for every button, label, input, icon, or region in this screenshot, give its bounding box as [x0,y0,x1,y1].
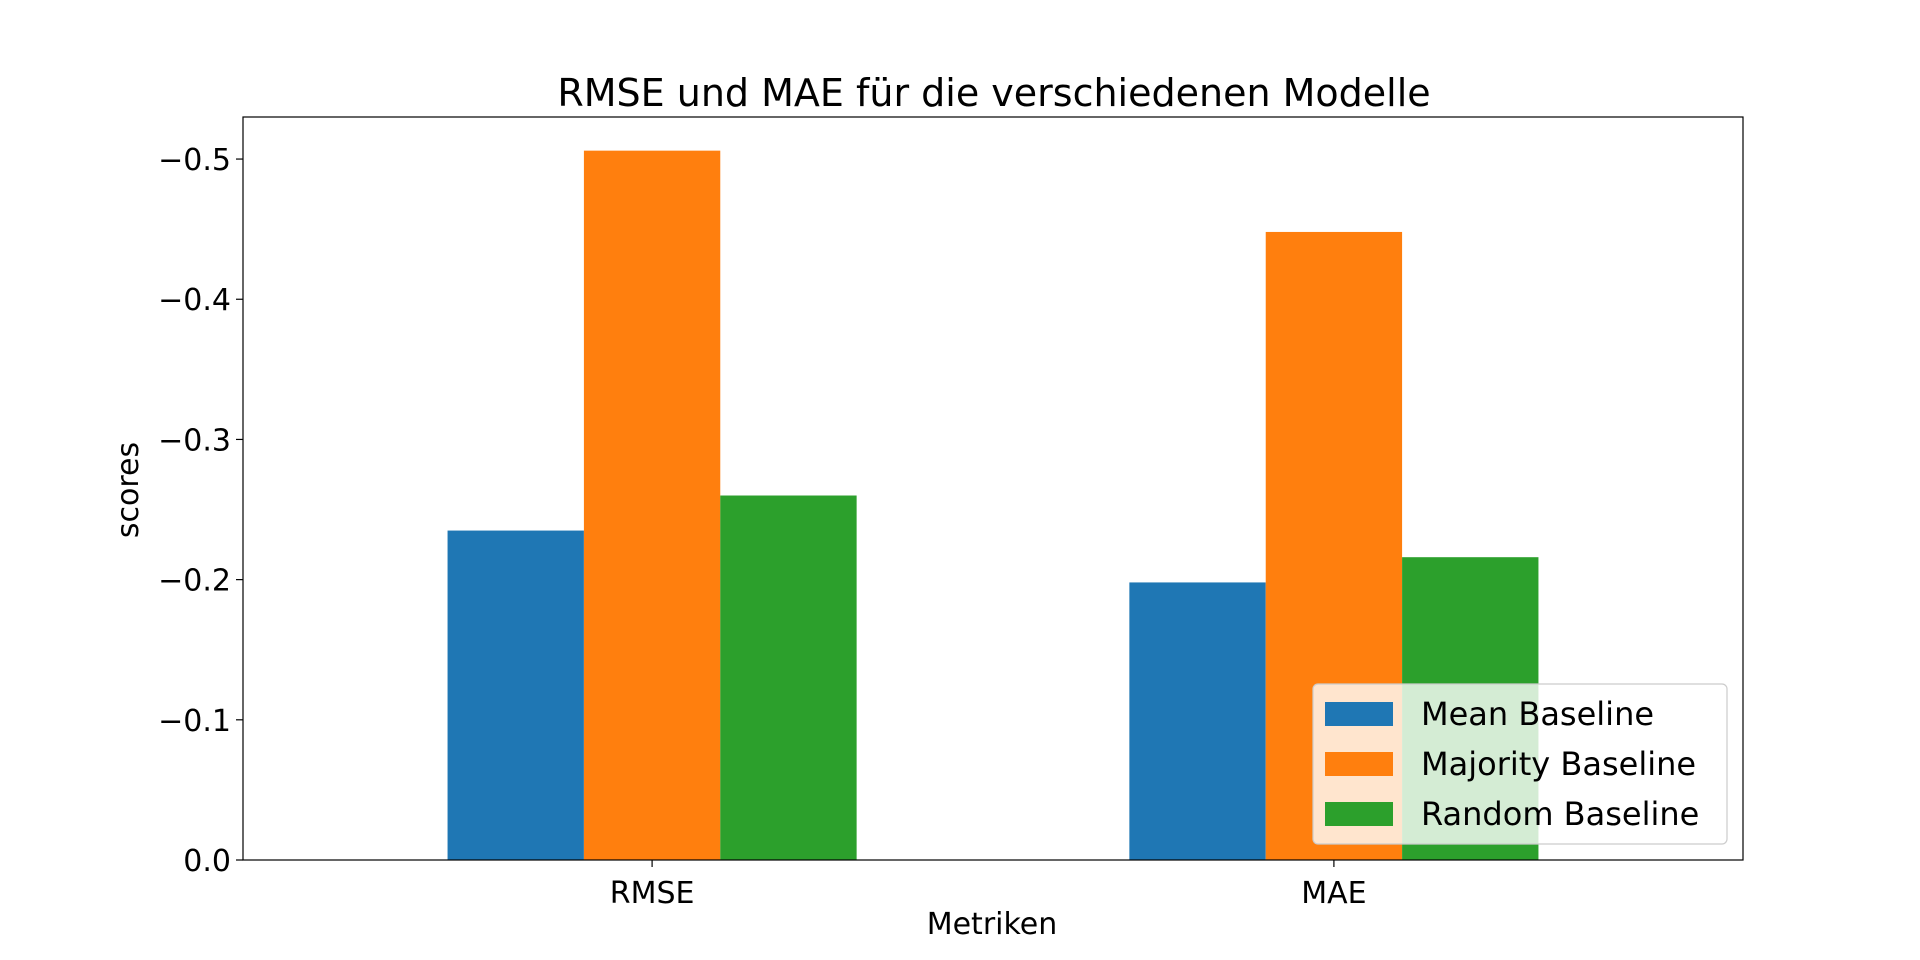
y-tick-label: −0.4 [158,283,231,318]
y-tick-label: −0.5 [158,143,231,178]
chart-title: RMSE und MAE für die verschiedenen Model… [557,71,1430,115]
y-tick-label: −0.1 [158,704,231,739]
y-tick-label: −0.2 [158,564,231,599]
x-axis-title: Metriken [927,907,1058,942]
y-tick-label: 0.0 [183,844,231,879]
legend-box [1312,683,1728,845]
bar-mean-baseline-mae [1129,582,1266,860]
legend-label-mean-baseline: Mean Baseline [1421,695,1654,733]
bar-mean-baseline-rmse [447,530,584,860]
x-axis: RMSE MAE [610,860,1367,911]
bar-majority-baseline-rmse [583,150,721,860]
legend-label-random-baseline: Random Baseline [1421,795,1699,833]
x-tick-label-rmse: RMSE [610,876,695,911]
legend: Mean Baseline Majority Baseline Random Bas… [1312,683,1728,845]
legend-swatch-majority-baseline [1325,752,1393,776]
x-tick-label-mae: MAE [1301,876,1366,911]
legend-swatch-mean-baseline [1325,702,1393,726]
y-axis-title: scores [111,442,146,538]
legend-swatch-random-baseline [1325,802,1393,826]
bar-random-baseline-rmse [720,495,857,860]
legend-label-majority-baseline: Majority Baseline [1421,745,1696,783]
plot-frame [242,116,1744,861]
y-tick-label: −0.3 [158,423,231,458]
y-axis: 0.0 −0.1 −0.2 −0.3 −0.4 −0.5 [158,143,243,879]
